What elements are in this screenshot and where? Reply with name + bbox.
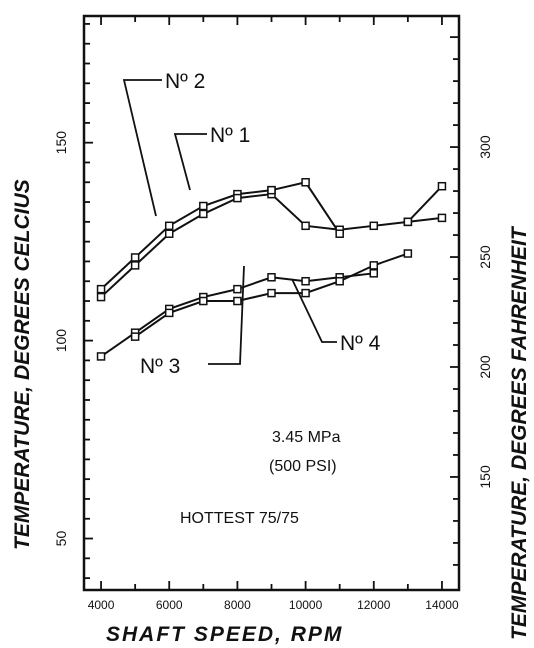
data-point-marker — [369, 261, 379, 270]
data-point-marker — [96, 292, 106, 302]
data-point-marker — [301, 221, 310, 231]
x-axis-title: SHAFT SPEED, RPM — [106, 623, 343, 646]
y-axis-title-left: TEMPERATURE, DEGREES CELCIUS — [11, 179, 34, 550]
x-tick-label: 10000 — [289, 598, 323, 612]
series-line-2 — [100, 193, 443, 298]
data-point-marker — [233, 296, 242, 306]
x-tick-label: 4000 — [88, 598, 115, 612]
series-layer — [96, 178, 447, 361]
data-point-marker — [96, 284, 106, 294]
y-tick-label: 150 — [53, 131, 69, 155]
series-label-2: Nº 2 — [165, 70, 205, 93]
data-point-marker — [437, 213, 447, 223]
y-right-tick-label: 300 — [477, 135, 493, 159]
data-point-marker — [130, 332, 140, 341]
pressure-note: 3.45 MPa — [272, 429, 341, 446]
data-point-marker — [267, 185, 276, 195]
leader-line-1 — [173, 133, 207, 191]
data-point-marker — [403, 217, 413, 227]
data-point-marker — [301, 178, 310, 187]
plot-frame — [82, 14, 461, 592]
extra-segment-2 — [407, 185, 443, 223]
data-point-marker — [335, 229, 344, 238]
data-point-marker — [164, 221, 174, 231]
hottest-note: HOTTEST 75/75 — [180, 510, 299, 527]
y-right-tick-label: 250 — [477, 245, 493, 269]
leader-line-3 — [208, 265, 245, 365]
x-tick-label: 14000 — [425, 598, 459, 612]
psi-note: (500 PSI) — [269, 458, 337, 475]
leader-lines — [122, 79, 337, 365]
data-point-marker — [199, 209, 208, 219]
data-point-marker — [199, 201, 208, 211]
data-point-marker — [301, 288, 310, 298]
data-point-marker — [233, 193, 242, 203]
x-tick-label: 8000 — [224, 598, 251, 612]
data-point-marker — [267, 273, 276, 282]
data-point-marker — [437, 181, 447, 191]
data-point-marker — [233, 284, 242, 294]
data-point-marker — [164, 308, 174, 318]
series-label-4: Nº 4 — [340, 332, 381, 355]
y-tick-label: 100 — [53, 329, 69, 353]
data-point-marker — [130, 261, 140, 270]
data-point-marker — [164, 229, 174, 238]
leader-line-2 — [122, 79, 162, 217]
axis-ticks: 50 100 150 150 200 250 300 4000 6000 8000 10000 120… — [53, 16, 493, 612]
leader-line-4 — [291, 278, 337, 343]
x-tick-label: 12000 — [357, 598, 391, 612]
data-point-marker — [301, 276, 310, 286]
data-point-marker — [96, 352, 106, 361]
data-point-marker — [267, 288, 276, 298]
y-axis-title-right: TEMPERATURE, DEGREES FAHRENHEIT — [508, 225, 531, 640]
series-label-1: Nº 1 — [210, 124, 250, 147]
data-point-marker — [403, 249, 413, 258]
series-line-1 — [100, 189, 272, 290]
y-right-tick-label: 150 — [477, 465, 493, 489]
series-label-3: Nº 3 — [140, 355, 180, 378]
data-point-marker — [335, 276, 344, 286]
x-tick-label: 6000 — [156, 598, 183, 612]
annotation-layer: Nº 2 Nº 1 Nº 3 Nº 4 3.45 MPa (500 PSI) H… — [140, 70, 381, 527]
data-point-marker — [199, 296, 208, 306]
data-point-marker — [369, 221, 379, 231]
y-right-tick-label: 200 — [477, 355, 493, 379]
y-tick-label: 50 — [53, 531, 69, 547]
data-point-marker — [369, 269, 379, 278]
data-point-marker — [130, 253, 140, 262]
